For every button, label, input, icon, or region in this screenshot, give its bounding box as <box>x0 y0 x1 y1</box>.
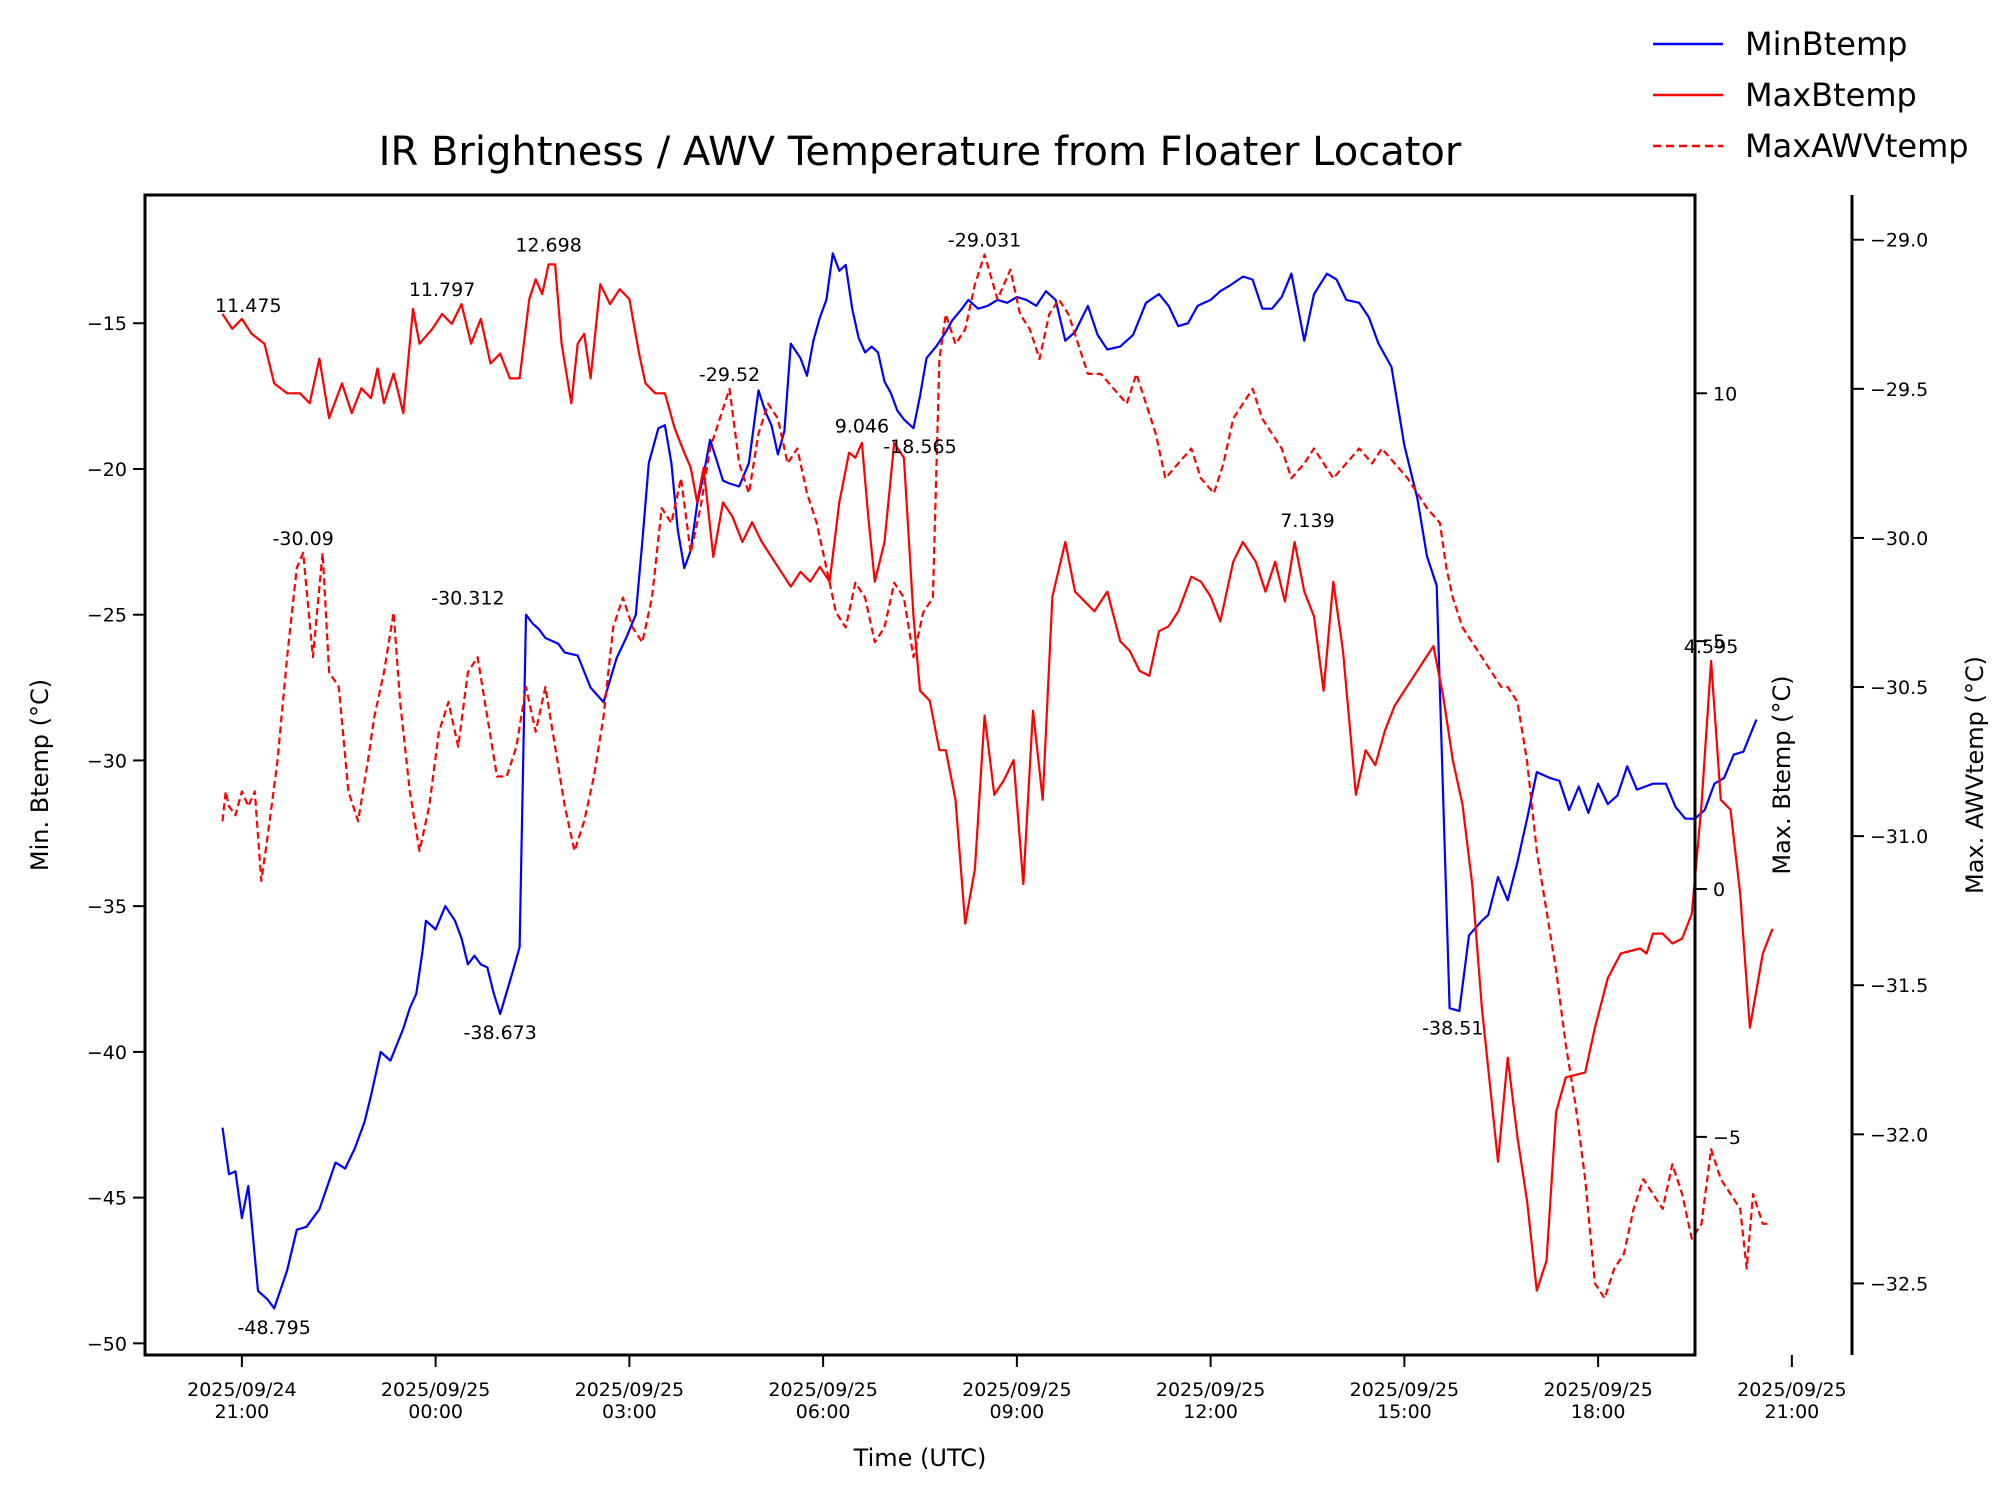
y-tick-label: 10 <box>1713 383 1737 405</box>
y-axis-min: −15 −20 −25 −30 −35 −40 −45 −50 <box>87 313 145 1355</box>
x-tick-label-time: 09:00 <box>989 1401 1044 1423</box>
annotation-label: -30.312 <box>431 588 504 610</box>
x-tick-label-date: 2025/09/25 <box>381 1379 491 1401</box>
x-tick-label-date: 2025/09/25 <box>768 1379 878 1401</box>
y-tick-label: −40 <box>87 1042 127 1064</box>
x-tick-label-date: 2025/09/25 <box>1156 1379 1266 1401</box>
y-tick-label: −5 <box>1713 1127 1741 1149</box>
legend-label: MaxBtemp <box>1745 76 1917 114</box>
x-tick-label-time: 03:00 <box>602 1401 657 1423</box>
y-tick-label: −50 <box>87 1333 127 1355</box>
annotation-label: 11.797 <box>409 279 475 301</box>
x-tick-label-date: 2025/09/25 <box>575 1379 685 1401</box>
annotation-label: -29.031 <box>948 230 1021 252</box>
legend-label: MinBtemp <box>1745 25 1907 63</box>
y-tick-label: −29.5 <box>1870 379 1928 401</box>
x-axis-label: Time (UTC) <box>853 1444 987 1472</box>
annotation-label: -38.51 <box>1422 1018 1483 1040</box>
x-tick-label-time: 12:00 <box>1183 1401 1238 1423</box>
annotation-label: 4.595 <box>1684 636 1738 658</box>
annotation-label: 7.139 <box>1280 510 1334 532</box>
y-tick-label: −32.0 <box>1870 1124 1928 1146</box>
y-axis-awv: −29.0 −29.5 −30.0 −30.5 −31.0 −31.5 −32.0 −32.5 <box>1852 230 1928 1295</box>
series-line-minbtemp <box>221 252 1758 1310</box>
x-tick-label-time: 18:00 <box>1571 1401 1626 1423</box>
x-tick-label-time: 00:00 <box>408 1401 463 1423</box>
annotation-label: -48.795 <box>238 1317 311 1339</box>
x-tick-label-date: 2025/09/24 <box>187 1379 297 1401</box>
series-line-maxawvtemp <box>221 253 1770 1300</box>
x-tick-label-date: 2025/09/25 <box>1350 1379 1460 1401</box>
y-tick-label: −32.5 <box>1870 1273 1928 1295</box>
legend-label: MaxAWVtemp <box>1745 127 1969 165</box>
x-tick-label-time: 21:00 <box>1764 1401 1819 1423</box>
plot-frame <box>143 193 1697 1357</box>
y-tick-label: −30.5 <box>1870 677 1928 699</box>
y-tick-label: 5 <box>1713 631 1725 653</box>
annotation-label: -29.52 <box>699 364 760 386</box>
series-line-maxbtemp <box>221 263 1774 1292</box>
chart-title: IR Brightness / AWV Temperature from Flo… <box>379 129 1462 175</box>
annotation-label: -30.09 <box>273 528 334 550</box>
y-axis-label-max: Max. Btemp (°C) <box>1768 675 1796 874</box>
data-annotations: 11.475 11.797 12.698 9.046 7.139 4.595 -48.795… <box>215 230 1738 1340</box>
x-axis: 2025/09/2421:002025/09/2500:002025/09/25… <box>187 1355 1847 1423</box>
y-tick-label: −29.0 <box>1870 230 1928 252</box>
y-tick-label: −25 <box>87 605 127 627</box>
y-tick-label: −31.5 <box>1870 975 1928 997</box>
x-tick-label-date: 2025/09/25 <box>962 1379 1072 1401</box>
y-tick-label: −30 <box>87 750 127 772</box>
x-tick-label-time: 06:00 <box>796 1401 851 1423</box>
annotation-label: -18.565 <box>883 436 956 458</box>
y-tick-label: 0 <box>1713 879 1725 901</box>
plot-lines <box>221 252 1774 1310</box>
y-tick-label: −31.0 <box>1870 826 1928 848</box>
y-tick-label: −35 <box>87 896 127 918</box>
x-tick-label-date: 2025/09/25 <box>1737 1379 1847 1401</box>
x-tick-label-time: 21:00 <box>214 1401 269 1423</box>
y-axis-label-awv: Max. AWVtemp (°C) <box>1961 656 1989 894</box>
y-tick-label: −45 <box>87 1188 127 1210</box>
y-tick-label: −15 <box>87 313 127 335</box>
legend: MinBtemp MaxBtemp MaxAWVtemp <box>1653 25 1969 165</box>
annotation-label: 9.046 <box>835 416 889 438</box>
y-tick-label: −20 <box>87 459 127 481</box>
annotation-label: 11.475 <box>215 295 281 317</box>
y-tick-label: −30.0 <box>1870 528 1928 550</box>
annotation-label: -38.673 <box>464 1022 537 1044</box>
x-tick-label-time: 15:00 <box>1377 1401 1432 1423</box>
annotation-label: 12.698 <box>515 235 581 257</box>
x-tick-label-date: 2025/09/25 <box>1543 1379 1653 1401</box>
y-axis-label-min: Min. Btemp (°C) <box>26 679 54 871</box>
y-axis-max: 10 5 0 −5 <box>1695 383 1741 1149</box>
